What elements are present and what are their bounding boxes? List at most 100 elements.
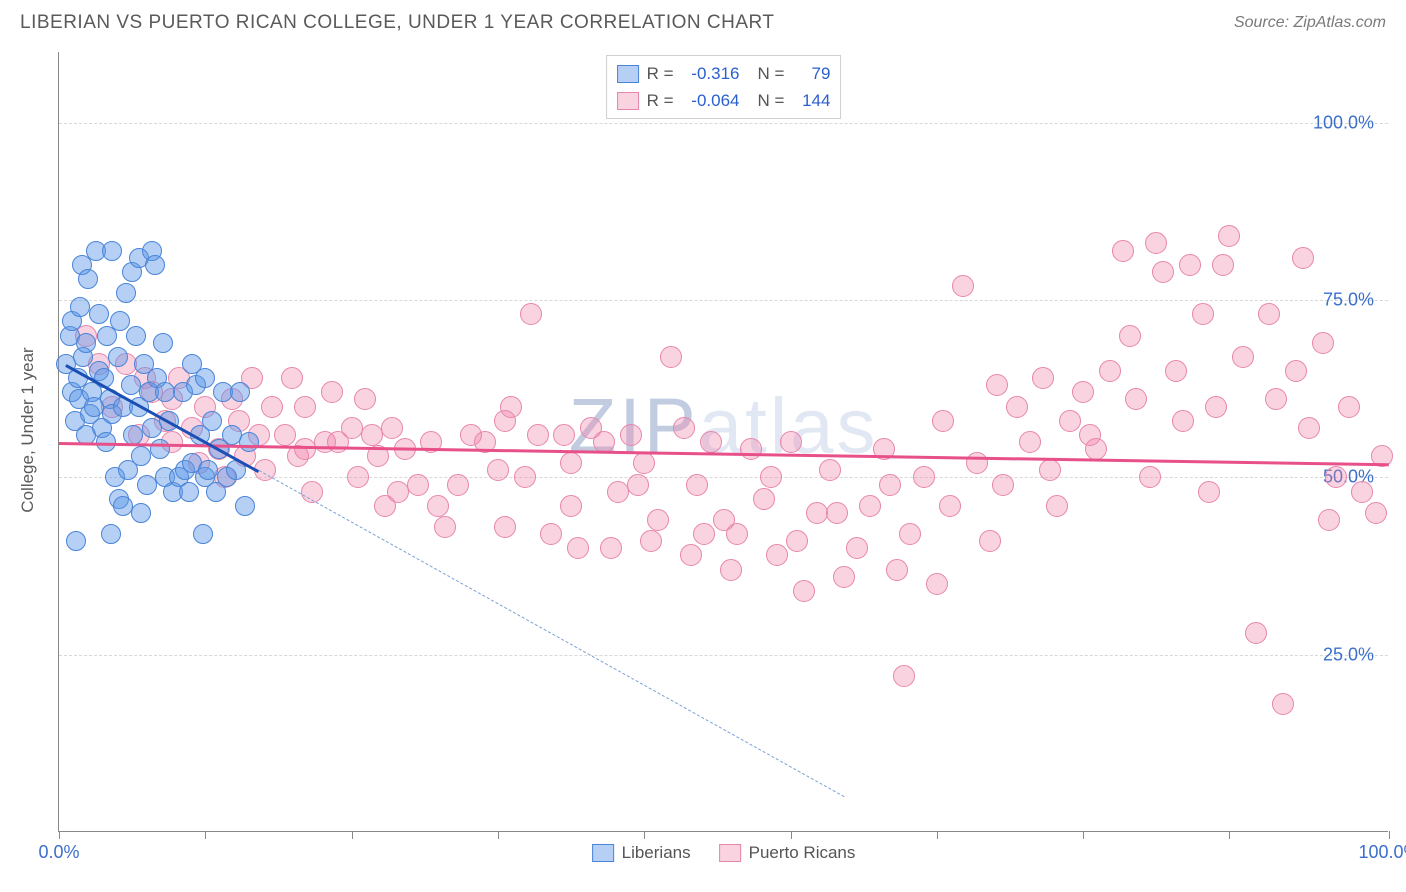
data-point <box>447 474 469 496</box>
data-point <box>121 375 141 395</box>
data-point <box>726 523 748 545</box>
data-point <box>833 566 855 588</box>
data-point <box>193 524 213 544</box>
data-point <box>1365 502 1387 524</box>
data-point <box>281 367 303 389</box>
y-tick-label: 75.0% <box>1323 290 1374 311</box>
legend-swatch <box>592 844 614 862</box>
data-point <box>1006 396 1028 418</box>
data-point <box>1099 360 1121 382</box>
data-point <box>113 496 133 516</box>
data-point <box>633 452 655 474</box>
data-point <box>939 495 961 517</box>
data-point <box>1152 261 1174 283</box>
data-point <box>540 523 562 545</box>
data-point <box>793 580 815 602</box>
watermark: ZIPatlas <box>568 380 878 471</box>
data-point <box>78 269 98 289</box>
legend-r-value: -0.064 <box>682 87 740 114</box>
data-point <box>1165 360 1187 382</box>
data-point <box>1192 303 1214 325</box>
data-point <box>1205 396 1227 418</box>
data-point <box>720 559 742 581</box>
data-point <box>195 368 215 388</box>
data-point <box>926 573 948 595</box>
legend-series-item: Puerto Ricans <box>719 843 856 863</box>
data-point <box>1318 509 1340 531</box>
data-point <box>89 304 109 324</box>
data-point <box>859 495 881 517</box>
legend-stats-row: R = -0.064 N = 144 <box>617 87 831 114</box>
data-point <box>126 326 146 346</box>
data-point <box>110 311 130 331</box>
data-point <box>230 382 250 402</box>
x-tick <box>937 831 938 839</box>
data-point <box>101 524 121 544</box>
source-label: Source: ZipAtlas.com <box>1234 14 1386 32</box>
data-point <box>1039 459 1061 481</box>
legend-r-label: R = <box>647 87 674 114</box>
data-point <box>202 411 222 431</box>
gridline <box>59 123 1388 124</box>
data-point <box>527 424 549 446</box>
data-point <box>640 530 662 552</box>
data-point <box>1298 417 1320 439</box>
data-point <box>600 537 622 559</box>
data-point <box>1145 232 1167 254</box>
data-point <box>986 374 1008 396</box>
legend-stats: R =-0.316N =79R = -0.064 N = 144 <box>606 55 842 119</box>
data-point <box>1245 622 1267 644</box>
data-point <box>274 424 296 446</box>
data-point <box>1198 481 1220 503</box>
data-point <box>1019 431 1041 453</box>
data-point <box>235 496 255 516</box>
legend-series-item: Liberians <box>592 843 691 863</box>
data-point <box>321 381 343 403</box>
x-tick <box>1229 831 1230 839</box>
data-point <box>1258 303 1280 325</box>
data-point <box>381 417 403 439</box>
data-point <box>560 452 582 474</box>
x-tick <box>205 831 206 839</box>
data-point <box>354 388 376 410</box>
data-point <box>1272 693 1294 715</box>
data-point <box>673 417 695 439</box>
data-point <box>819 459 841 481</box>
legend-stats-row: R =-0.316N =79 <box>617 60 831 87</box>
data-point <box>361 424 383 446</box>
x-tick-label: 0.0% <box>38 842 79 863</box>
data-point <box>294 438 316 460</box>
data-point <box>487 459 509 481</box>
data-point <box>952 275 974 297</box>
legend-n-value: 144 <box>792 87 830 114</box>
legend-n-label: N = <box>758 87 785 114</box>
data-point <box>76 333 96 353</box>
data-point <box>1312 332 1334 354</box>
data-point <box>1351 481 1373 503</box>
legend-series-label: Puerto Ricans <box>749 843 856 863</box>
data-point <box>294 396 316 418</box>
data-point <box>131 446 151 466</box>
legend-r-label: R = <box>647 60 674 87</box>
data-point <box>753 488 775 510</box>
data-point <box>786 530 808 552</box>
data-point <box>150 439 170 459</box>
data-point <box>131 503 151 523</box>
data-point <box>198 460 218 480</box>
data-point <box>806 502 828 524</box>
data-point <box>239 432 259 452</box>
data-point <box>826 502 848 524</box>
y-tick-label: 25.0% <box>1323 644 1374 665</box>
x-tick <box>352 831 353 839</box>
gridline <box>59 655 1388 656</box>
x-tick <box>791 831 792 839</box>
data-point <box>494 516 516 538</box>
data-point <box>145 255 165 275</box>
data-point <box>341 417 363 439</box>
data-point <box>780 431 802 453</box>
y-axis-label: College, Under 1 year <box>18 347 38 512</box>
data-point <box>427 495 449 517</box>
data-point <box>407 474 429 496</box>
data-point <box>1072 381 1094 403</box>
data-point <box>607 481 629 503</box>
